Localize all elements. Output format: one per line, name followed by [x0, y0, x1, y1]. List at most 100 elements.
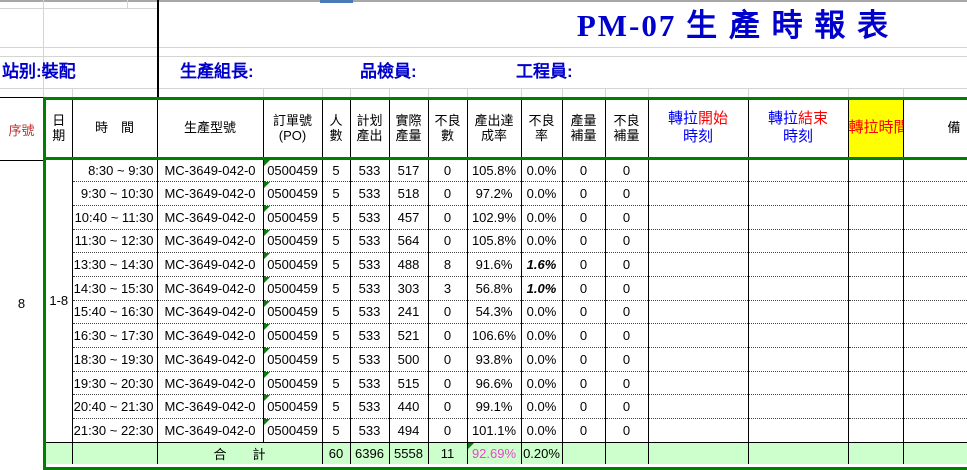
cell-defect-rate[interactable]: 1.6% — [521, 252, 563, 277]
cell-rate[interactable]: 105.8% — [467, 229, 522, 254]
cell-pull-start[interactable] — [648, 394, 749, 420]
cell-model[interactable]: MC-3649-042-0 — [157, 205, 264, 230]
cell-time[interactable]: 20:40 ~ 21:30 — [72, 394, 158, 420]
cell-pull-start[interactable] — [648, 252, 749, 277]
cell-pull-end[interactable] — [748, 276, 849, 301]
cell-defect-rate[interactable]: 0.0% — [521, 418, 563, 443]
cell-pull-end[interactable] — [748, 394, 849, 420]
cell-pull-end[interactable] — [748, 323, 849, 348]
cell-pull-time[interactable] — [848, 158, 904, 183]
cell-pull-start[interactable] — [648, 418, 749, 443]
cell-planned[interactable]: 533 — [350, 205, 390, 230]
cell-time[interactable]: 10:40 ~ 11:30 — [72, 205, 158, 230]
cell-remark[interactable] — [903, 418, 967, 443]
cell-remark[interactable] — [903, 394, 967, 420]
cell-people[interactable]: 5 — [322, 418, 351, 443]
cell-remark[interactable] — [903, 252, 967, 277]
cell-model[interactable]: MC-3649-042-0 — [157, 323, 264, 348]
cell-pull-start[interactable] — [648, 158, 749, 183]
cell-rate[interactable]: 54.3% — [467, 300, 522, 325]
cell-time[interactable]: 16:30 ~ 17:30 — [72, 323, 158, 348]
cell-time[interactable]: 11:30 ~ 12:30 — [72, 229, 158, 254]
cell-defect-rate[interactable]: 0.0% — [521, 300, 563, 325]
summary-total-label[interactable]: 合 計 — [157, 442, 323, 465]
cell-defect-rate[interactable]: 0.0% — [521, 229, 563, 254]
cell-output-comp[interactable]: 0 — [562, 394, 606, 420]
cell-pull-time[interactable] — [848, 205, 904, 230]
cell-actual[interactable]: 521 — [389, 323, 429, 348]
cell-time[interactable]: 9:30 ~ 10:30 — [72, 181, 158, 206]
cell-pull-end[interactable] — [748, 300, 849, 325]
cell-people[interactable]: 5 — [322, 229, 351, 254]
cell-people[interactable]: 5 — [322, 323, 351, 348]
summary-defects[interactable]: 11 — [428, 442, 468, 465]
cell-planned[interactable]: 533 — [350, 229, 390, 254]
cell-rate[interactable]: 101.1% — [467, 418, 522, 443]
cell-pull-end[interactable] — [748, 158, 849, 183]
cell-model[interactable]: MC-3649-042-0 — [157, 418, 264, 443]
col-header-remark[interactable]: 備 註 — [903, 100, 967, 160]
col-header-po[interactable]: 訂單號 (PO) — [263, 100, 323, 160]
cell-time[interactable]: 19:30 ~ 20:30 — [72, 371, 158, 396]
cell-actual[interactable]: 517 — [389, 158, 429, 183]
cell-defect-comp[interactable]: 0 — [605, 158, 649, 183]
cell-defect-comp[interactable]: 0 — [605, 229, 649, 254]
cell-planned[interactable]: 533 — [350, 276, 390, 301]
cell-defect-rate[interactable]: 0.0% — [521, 158, 563, 183]
cell-actual[interactable]: 457 — [389, 205, 429, 230]
cell-output-comp[interactable]: 0 — [562, 371, 606, 396]
summary-empty-cell[interactable] — [848, 442, 904, 465]
cell-seq-value[interactable]: 8 — [17, 296, 26, 311]
cell-pull-time[interactable] — [848, 323, 904, 348]
cell-pull-end[interactable] — [748, 205, 849, 230]
col-header-pull-start[interactable]: 轉拉開始 時刻 — [648, 100, 749, 160]
cell-output-comp[interactable]: 0 — [562, 276, 606, 301]
cell-po[interactable]: 0500459 — [263, 323, 323, 348]
cell-defects[interactable]: 0 — [428, 158, 468, 183]
cell-pull-start[interactable] — [648, 347, 749, 372]
cell-defect-comp[interactable]: 0 — [605, 394, 649, 420]
col-header-date[interactable]: 日期 — [46, 100, 73, 160]
cell-po[interactable]: 0500459 — [263, 347, 323, 372]
cell-model[interactable]: MC-3649-042-0 — [157, 252, 264, 277]
cell-po[interactable]: 0500459 — [263, 181, 323, 206]
cell-output-comp[interactable]: 0 — [562, 347, 606, 372]
cell-defect-rate[interactable]: 0.0% — [521, 323, 563, 348]
cell-defects[interactable]: 0 — [428, 418, 468, 443]
cell-time[interactable]: 13:30 ~ 14:30 — [72, 252, 158, 277]
col-header-pull-end[interactable]: 轉拉結束 時刻 — [748, 100, 849, 160]
cell-pull-start[interactable] — [648, 371, 749, 396]
cell-pull-time[interactable] — [848, 229, 904, 254]
cell-planned[interactable]: 533 — [350, 347, 390, 372]
cell-planned[interactable]: 533 — [350, 323, 390, 348]
cell-pull-time[interactable] — [848, 371, 904, 396]
cell-po[interactable]: 0500459 — [263, 205, 323, 230]
cell-actual[interactable]: 488 — [389, 252, 429, 277]
cell-defect-comp[interactable]: 0 — [605, 323, 649, 348]
cell-rate[interactable]: 56.8% — [467, 276, 522, 301]
cell-defect-comp[interactable]: 0 — [605, 276, 649, 301]
summary-rate[interactable]: 92.69% — [467, 442, 522, 465]
cell-defects[interactable]: 3 — [428, 276, 468, 301]
cell-pull-time[interactable] — [848, 181, 904, 206]
cell-actual[interactable]: 303 — [389, 276, 429, 301]
cell-pull-end[interactable] — [748, 252, 849, 277]
cell-defect-rate[interactable]: 0.0% — [521, 394, 563, 420]
cell-model[interactable]: MC-3649-042-0 — [157, 347, 264, 372]
summary-planned[interactable]: 6396 — [350, 442, 390, 465]
cell-remark[interactable] — [903, 205, 967, 230]
col-header-people[interactable]: 人數 — [322, 100, 351, 160]
cell-defects[interactable]: 0 — [428, 371, 468, 396]
cell-output-comp[interactable]: 0 — [562, 205, 606, 230]
col-header-defect-rate[interactable]: 不良率 — [521, 100, 563, 160]
cell-remark[interactable] — [903, 323, 967, 348]
summary-empty-cell[interactable] — [903, 442, 967, 465]
summary-empty-cell[interactable] — [748, 442, 849, 465]
cell-pull-start[interactable] — [648, 229, 749, 254]
summary-time-cell[interactable] — [72, 442, 158, 465]
cell-date[interactable]: 1-8 — [46, 158, 73, 443]
cell-po[interactable]: 0500459 — [263, 158, 323, 183]
cell-defects[interactable]: 8 — [428, 252, 468, 277]
cell-actual[interactable]: 440 — [389, 394, 429, 420]
col-header-pull-time[interactable]: 轉拉時間 — [848, 100, 904, 160]
